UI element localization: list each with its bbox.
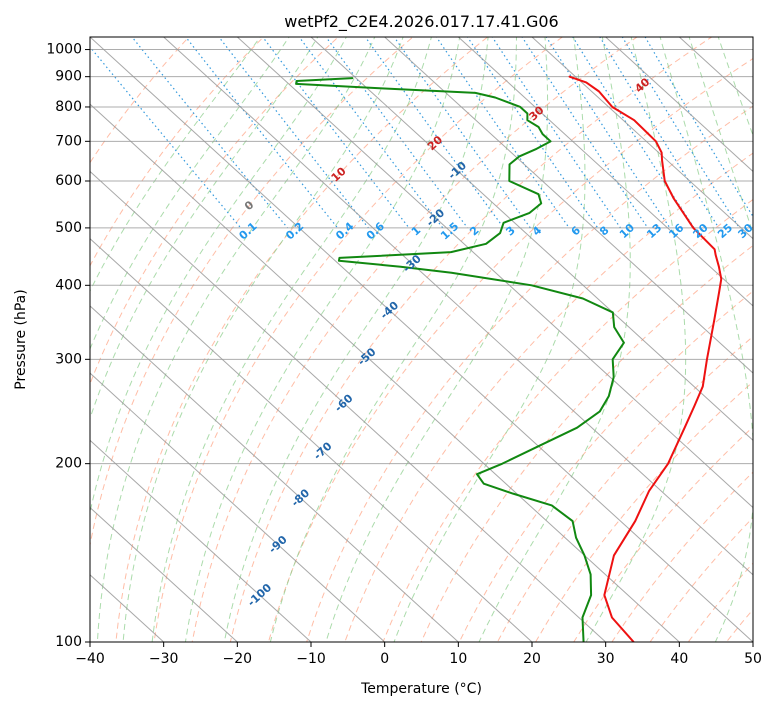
x-tick-label: −10 <box>296 651 326 667</box>
dry-adiabat-line <box>344 152 753 642</box>
moist-adiabat-line <box>393 37 586 642</box>
y-tick-label: 300 <box>55 351 82 367</box>
isotherm-line <box>531 37 753 240</box>
y-tick-label: 200 <box>55 456 82 472</box>
y-axis: 100 200 300 400 500 600 700 800 900 1000 <box>46 42 90 650</box>
y-tick-label: 600 <box>55 173 82 189</box>
moist-adiabat-line <box>96 37 376 642</box>
x-tick-label: −20 <box>223 651 253 667</box>
isotherm-line <box>457 37 753 307</box>
chart-title: wetPf2_C2E4.2026.017.17.41.G06 <box>284 12 558 32</box>
plot-frame <box>89 36 754 643</box>
isotherm-line <box>90 372 386 642</box>
isotherms <box>90 37 753 642</box>
y-tick-label: 400 <box>55 277 82 293</box>
isotherm-line <box>236 37 753 509</box>
y-tick-label: 500 <box>55 220 82 236</box>
x-axis-label: Temperature (°C) <box>360 681 482 697</box>
moist-adiabat-line <box>90 37 347 515</box>
x-axis: −40 −30 −20 −10 0 10 20 30 40 50 <box>75 642 762 667</box>
dry-adiabat-line <box>229 37 713 642</box>
x-tick-label: 20 <box>523 651 541 667</box>
moist-adiabat-line <box>90 37 290 351</box>
isotherm-line <box>90 103 681 642</box>
isotherm-line <box>162 37 753 576</box>
moist-adiabat-line <box>688 37 753 235</box>
dry-adiabat-line <box>306 105 753 642</box>
dry-adiabat-line <box>420 244 753 642</box>
y-tick-label: 800 <box>55 99 82 115</box>
isotherm-line <box>90 237 533 642</box>
dry-adiabat-line <box>191 37 638 642</box>
isotherm-line <box>90 439 312 642</box>
moist-adiabat-line <box>184 37 461 642</box>
y-tick-label: 100 <box>55 634 82 650</box>
sounding-series <box>295 75 723 642</box>
dry-adiabat-line <box>382 198 753 642</box>
x-tick-label: −40 <box>75 651 105 667</box>
plot-area: -100-90-80-70-60-50-40-30-20-100.1 0.2 0.4… <box>90 37 753 642</box>
dry-adiabat-line <box>458 290 753 642</box>
moist-adiabat-line <box>90 37 261 293</box>
moist-adiabat-line <box>151 37 432 642</box>
isotherm-line <box>90 305 460 642</box>
x-tick-label: 50 <box>744 651 762 667</box>
dry-adiabat-line <box>153 37 564 642</box>
isotherm-line <box>90 37 753 642</box>
y-axis-label: Pressure (hPa) <box>13 289 29 389</box>
moist-adiabat-line <box>223 37 489 642</box>
y-tick-label: 900 <box>55 69 82 85</box>
isobars <box>90 49 753 642</box>
moist-adiabat-line <box>659 37 753 642</box>
moist-adiabat-line <box>122 37 404 642</box>
moist-adiabat-line <box>90 37 319 420</box>
isotherm-line <box>383 37 753 374</box>
dry-adiabat-line <box>268 57 753 642</box>
temperature-profile-line <box>568 75 723 642</box>
x-tick-label: 0 <box>380 651 389 667</box>
moist-adiabat-line <box>325 37 549 642</box>
y-tick-label: 1000 <box>46 42 82 58</box>
isotherm-line <box>604 37 753 173</box>
isotherm-line <box>90 506 239 642</box>
moist-adiabat-line <box>717 37 753 137</box>
moist-adiabat-line <box>269 37 517 642</box>
x-tick-label: 10 <box>449 651 467 667</box>
x-tick-label: −30 <box>149 651 179 667</box>
x-tick-label: 30 <box>597 651 615 667</box>
dewpoint-profile-line <box>295 77 625 642</box>
y-tick-label: 700 <box>55 133 82 149</box>
isotherm-line <box>90 170 607 642</box>
x-tick-label: 40 <box>670 651 688 667</box>
isotherm-line <box>310 37 753 442</box>
